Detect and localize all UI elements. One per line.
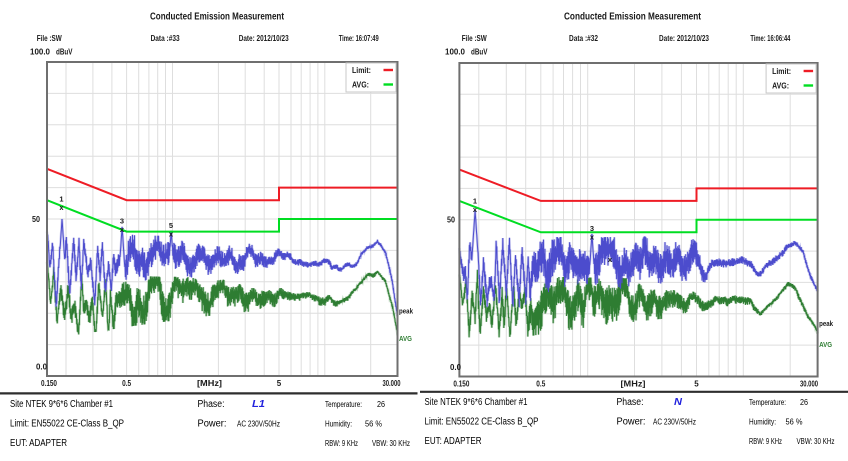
- svg-text:0.5: 0.5: [122, 379, 131, 388]
- svg-text:Limit:: Limit:: [772, 67, 791, 76]
- svg-text:AVG: AVG: [819, 340, 832, 349]
- svg-text:Humidity:: Humidity:: [325, 420, 352, 429]
- svg-text:1: 1: [473, 197, 477, 206]
- svg-text:peak: peak: [819, 319, 834, 328]
- svg-text:AC 230V/50Hz: AC 230V/50Hz: [653, 418, 696, 427]
- svg-text:30.000: 30.000: [800, 380, 818, 389]
- svg-text:Limit: EN55022 CE-Class B_QP: Limit: EN55022 CE-Class B_QP: [10, 419, 124, 430]
- svg-text:x: x: [59, 203, 64, 212]
- svg-text:26: 26: [800, 398, 808, 407]
- svg-text:x: x: [120, 225, 125, 234]
- svg-text:Limit:: Limit:: [352, 66, 371, 75]
- svg-text:5: 5: [169, 221, 173, 230]
- svg-text:1: 1: [59, 195, 63, 204]
- svg-text:Time: 16:06:44: Time: 16:06:44: [750, 33, 790, 43]
- svg-text:Phase:: Phase:: [198, 399, 225, 410]
- svg-text:AVG:: AVG:: [352, 80, 369, 89]
- svg-text:Phase:: Phase:: [617, 397, 644, 408]
- svg-text:50: 50: [32, 215, 40, 224]
- svg-text:50: 50: [447, 216, 455, 225]
- svg-text:Data :#33: Data :#33: [151, 33, 180, 43]
- svg-text:0.5: 0.5: [536, 380, 545, 389]
- svg-text:26: 26: [377, 400, 385, 409]
- svg-text:[MHz]: [MHz]: [621, 380, 646, 389]
- svg-text:Humidity:: Humidity:: [749, 418, 776, 427]
- svg-text:RBW: 9 KHz: RBW: 9 KHz: [749, 437, 782, 446]
- svg-text:N: N: [674, 397, 683, 408]
- svg-text:Temperature:: Temperature:: [325, 400, 362, 409]
- svg-text:VBW: 30 KHz: VBW: 30 KHz: [797, 437, 835, 446]
- svg-text:AC 230V/50Hz: AC 230V/50Hz: [237, 420, 280, 429]
- svg-text:File :SW: File :SW: [37, 33, 63, 43]
- svg-text:x: x: [473, 205, 478, 214]
- svg-text:100.0: 100.0: [30, 47, 50, 57]
- svg-text:EUT: ADAPTER: EUT: ADAPTER: [10, 438, 67, 449]
- svg-text:Power:: Power:: [198, 419, 227, 430]
- svg-text:0.150: 0.150: [41, 379, 57, 388]
- svg-text:dBuV: dBuV: [471, 47, 488, 57]
- svg-text:Limit: EN55022 CE-Class B_QP: Limit: EN55022 CE-Class B_QP: [425, 417, 539, 428]
- svg-text:Date: 2012/10/23: Date: 2012/10/23: [239, 33, 289, 43]
- svg-text:0.0: 0.0: [36, 363, 48, 372]
- svg-text:Time: 16:07:49: Time: 16:07:49: [339, 33, 379, 43]
- svg-text:File :SW: File :SW: [462, 33, 488, 43]
- svg-text:x: x: [590, 232, 595, 241]
- svg-text:0.0: 0.0: [450, 363, 462, 372]
- svg-text:5: 5: [694, 380, 699, 389]
- svg-text:0.150: 0.150: [453, 380, 469, 389]
- svg-text:dBuV: dBuV: [56, 47, 73, 57]
- svg-text:Conducted Emission Measurement: Conducted Emission Measurement: [564, 12, 702, 23]
- svg-text:30.000: 30.000: [383, 379, 401, 388]
- svg-text:Conducted Emission Measurement: Conducted Emission Measurement: [150, 12, 285, 23]
- svg-text:5: 5: [277, 379, 282, 388]
- svg-text:100.0: 100.0: [445, 47, 465, 57]
- svg-text:3: 3: [590, 224, 594, 233]
- svg-text:Temperature:: Temperature:: [749, 398, 786, 407]
- svg-text:Data :#32: Data :#32: [569, 33, 598, 43]
- svg-text:56 %: 56 %: [365, 420, 382, 429]
- svg-text:Site NTEK 9*6*6 Chamber #1: Site NTEK 9*6*6 Chamber #1: [425, 397, 528, 408]
- svg-text:x: x: [608, 255, 613, 264]
- svg-text:Power:: Power:: [617, 417, 646, 428]
- svg-text:56 %: 56 %: [786, 418, 803, 427]
- svg-text:VBW: 30 KHz: VBW: 30 KHz: [372, 439, 410, 448]
- svg-text:AVG: AVG: [399, 334, 412, 343]
- svg-text:x: x: [169, 230, 174, 239]
- svg-text:Site NTEK 9*6*6 Chamber #1: Site NTEK 9*6*6 Chamber #1: [10, 399, 113, 410]
- svg-text:RBW: 9 KHz: RBW: 9 KHz: [325, 439, 358, 448]
- svg-text:Date: 2012/10/23: Date: 2012/10/23: [659, 33, 709, 43]
- svg-text:peak: peak: [399, 307, 414, 316]
- svg-text:L1: L1: [252, 399, 265, 410]
- svg-text:EUT: ADAPTER: EUT: ADAPTER: [425, 436, 482, 447]
- svg-text:AVG:: AVG:: [772, 81, 789, 90]
- svg-text:3: 3: [120, 217, 124, 226]
- svg-text:[MHz]: [MHz]: [197, 379, 222, 388]
